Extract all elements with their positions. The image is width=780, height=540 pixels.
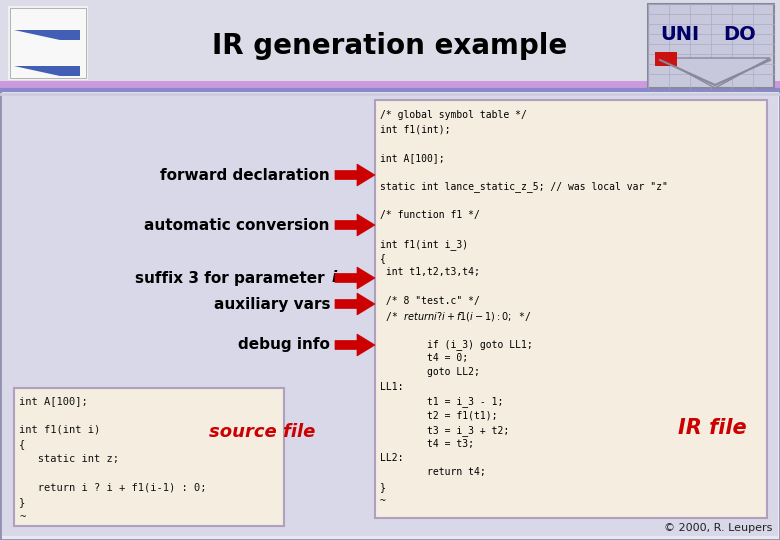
Text: int f1(int i): int f1(int i) [19, 425, 101, 435]
Polygon shape [660, 58, 770, 88]
Text: DO: DO [724, 25, 757, 44]
Text: int A[100];: int A[100]; [380, 153, 445, 163]
Text: source file: source file [209, 423, 315, 441]
Polygon shape [335, 214, 375, 236]
Text: LL1:: LL1: [380, 382, 403, 392]
Text: return t4;: return t4; [380, 468, 486, 477]
Text: static int lance_static_z_5; // was local var "z": static int lance_static_z_5; // was loca… [380, 181, 668, 192]
Bar [14, 388, 284, 526]
Text: t3 = i_3 + t2;: t3 = i_3 + t2; [380, 424, 509, 435]
Text: }: } [380, 482, 386, 492]
Text: return i ? i + f1(i-1) : 0;: return i ? i + f1(i-1) : 0; [19, 483, 207, 493]
Text: /* 8 "test.c" */: /* 8 "test.c" */ [380, 296, 480, 306]
Polygon shape [335, 267, 375, 289]
Text: /* function f1 */: /* function f1 */ [380, 210, 480, 220]
Text: ~: ~ [380, 496, 386, 506]
Text: }: } [19, 497, 25, 508]
Text: static int z;: static int z; [19, 454, 119, 464]
Polygon shape [335, 164, 375, 186]
Text: UNI: UNI [661, 25, 700, 44]
Polygon shape [335, 293, 375, 315]
Text: ~: ~ [19, 512, 25, 522]
Bar [648, 4, 774, 88]
Text: /* $ return i ? i + f1(i-1) : 0;$ */: /* $ return i ? i + f1(i-1) : 0;$ */ [380, 310, 532, 323]
Text: t4 = t3;: t4 = t3; [380, 439, 474, 449]
Bar [655, 52, 677, 66]
Polygon shape [10, 8, 86, 78]
Text: /* global symbol table */: /* global symbol table */ [380, 110, 526, 120]
Text: suffix 3 for parameter: suffix 3 for parameter [135, 271, 330, 286]
Bar [375, 100, 767, 518]
Bar [0, 0, 780, 92]
Text: auxiliary vars: auxiliary vars [214, 296, 330, 312]
Text: IR file: IR file [678, 418, 746, 438]
Text: debug info: debug info [238, 338, 330, 353]
Text: automatic conversion: automatic conversion [144, 218, 330, 233]
Text: int t1,t2,t3,t4;: int t1,t2,t3,t4; [380, 267, 480, 278]
Text: IR generation example: IR generation example [212, 32, 568, 60]
Text: goto LL2;: goto LL2; [380, 367, 480, 377]
Text: int f1(int i_3): int f1(int i_3) [380, 239, 468, 249]
Text: int A[100];: int A[100]; [19, 396, 87, 406]
Text: {: { [19, 440, 25, 449]
Text: int f1(int);: int f1(int); [380, 124, 451, 134]
Text: t1 = i_3 - 1;: t1 = i_3 - 1; [380, 396, 503, 407]
Text: forward declaration: forward declaration [160, 167, 330, 183]
Text: if (i_3) goto LL1;: if (i_3) goto LL1; [380, 339, 533, 350]
Text: LL2:: LL2: [380, 453, 403, 463]
Text: i: i [332, 271, 337, 286]
Text: © 2000, R. Leupers: © 2000, R. Leupers [664, 523, 772, 533]
Polygon shape [335, 334, 375, 356]
Text: {: { [380, 253, 386, 263]
Bar [2, 96, 778, 536]
Bar [8, 6, 88, 80]
Text: t4 = 0;: t4 = 0; [380, 353, 468, 363]
Polygon shape [14, 66, 80, 76]
Polygon shape [14, 30, 80, 40]
Text: t2 = f1(t1);: t2 = f1(t1); [380, 410, 498, 420]
